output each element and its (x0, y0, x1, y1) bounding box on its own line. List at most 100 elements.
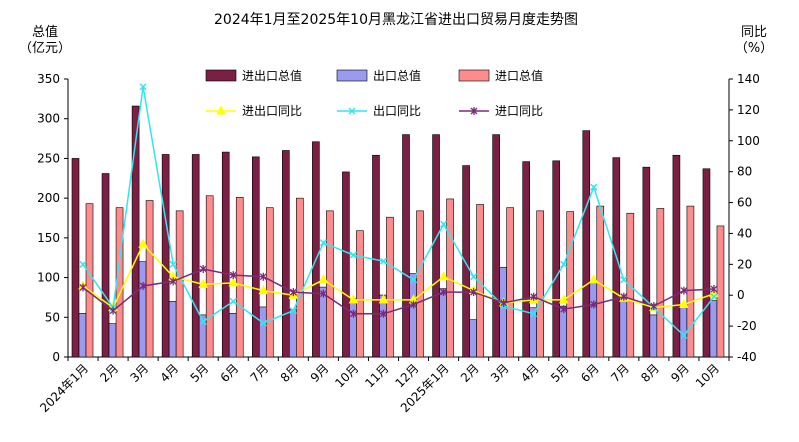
line-point-3 (139, 281, 147, 290)
line-point-2 (169, 260, 177, 268)
x-tick-label: 6月 (218, 361, 242, 385)
line-point-2 (560, 260, 568, 268)
line-point-2 (620, 276, 628, 284)
bar-1 (161, 154, 170, 358)
left-tick-label: 150 (37, 231, 60, 245)
line-point-2 (379, 257, 388, 265)
line-point-2 (590, 183, 598, 191)
bar-3 (686, 205, 695, 358)
bar-1 (71, 158, 80, 358)
x-tick-label: 9月 (308, 361, 332, 385)
line-point-3 (470, 288, 478, 297)
line-point-3 (590, 300, 598, 309)
bar-1 (131, 105, 140, 358)
line-point-1 (258, 285, 269, 295)
bar-1 (492, 134, 500, 358)
bar-1 (342, 171, 350, 358)
line-point-2 (199, 317, 207, 326)
bar-3 (536, 210, 544, 358)
bar-1 (522, 161, 530, 358)
legend-label-line-3: 进口同比 (495, 104, 543, 118)
bar-3 (85, 203, 94, 358)
line-point-3 (349, 309, 357, 318)
legend-swatch-bar-2 (336, 69, 368, 82)
line-point-3 (650, 302, 658, 311)
line-point-3 (229, 271, 237, 280)
line-series-2 (82, 86, 715, 337)
line-point-2 (79, 260, 87, 268)
right-tick-label: 120 (737, 103, 760, 117)
bar-3 (476, 204, 484, 358)
line-point-3 (259, 272, 267, 281)
bar-1 (402, 134, 410, 358)
bar-2 (409, 273, 417, 358)
left-axis-title-line2: （亿元） (19, 41, 71, 56)
line-point-2 (229, 297, 237, 305)
x-tick-label: 9月 (668, 361, 692, 385)
bar-2 (709, 300, 718, 358)
line-point-2 (710, 293, 718, 301)
line-point-3 (169, 277, 177, 286)
bar-2 (379, 294, 387, 358)
line-point-1 (438, 271, 449, 281)
axes: 0 50 100 150 200 250 300 350 -40 -20 0 20 40 60 80 100 1… (37, 72, 760, 415)
bar-1 (282, 150, 290, 358)
bar-2 (349, 297, 357, 358)
bar-1 (312, 141, 320, 358)
x-tick-label: 11月 (362, 361, 391, 390)
bar-3 (716, 225, 725, 358)
bar-1 (101, 173, 110, 358)
line-point-1 (588, 274, 599, 284)
x-tick-label: 8月 (278, 361, 302, 385)
line-point-1 (558, 294, 569, 304)
x-tick-label: 2月 (97, 361, 121, 385)
legend-marker-3 (470, 107, 478, 115)
right-tick-label: 20 (737, 257, 752, 271)
left-axis-title-line1: 总值 (32, 24, 58, 40)
line-point-2 (349, 251, 357, 259)
bar-1 (552, 160, 561, 358)
bar-2 (289, 309, 297, 358)
line-point-2 (319, 239, 327, 247)
legend-label-line-2: 出口同比 (373, 104, 421, 118)
bar-2 (228, 313, 237, 358)
bar-1 (251, 156, 260, 358)
line-point-3 (680, 286, 688, 295)
line-point-3 (79, 283, 87, 292)
left-tick-label: 50 (45, 310, 60, 324)
bar-3 (416, 210, 424, 358)
bar-1 (582, 130, 591, 358)
bar-1 (372, 154, 380, 358)
bar-1 (221, 151, 230, 358)
bar-2 (559, 305, 568, 358)
bar-3 (566, 211, 575, 358)
bar-1 (432, 134, 440, 358)
bar-2 (168, 301, 177, 358)
x-tick-label: 7月 (248, 361, 272, 385)
bar-2 (649, 314, 658, 358)
line-point-3 (620, 292, 628, 301)
line-point-3 (319, 289, 327, 298)
line-point-2 (440, 220, 448, 228)
right-tick-label: 100 (737, 134, 760, 148)
line-point-3 (530, 292, 538, 301)
x-tick-label: 5月 (188, 361, 212, 385)
bar-2 (258, 306, 267, 358)
x-tick-label: 3月 (488, 361, 512, 385)
legend-label-bar-1: 进出口总值 (242, 68, 302, 83)
line-point-1 (378, 294, 389, 304)
bar-3 (386, 216, 394, 358)
line-point-1 (228, 277, 239, 287)
line-point-2 (259, 319, 267, 327)
x-tick-label: 6月 (578, 361, 602, 385)
x-tick-label: 5月 (548, 361, 572, 385)
left-tick-label: 350 (37, 72, 60, 86)
right-tick-label: 80 (737, 165, 752, 179)
lines (78, 83, 719, 339)
bar-1 (672, 154, 681, 358)
bar-2 (78, 313, 87, 358)
bar-3 (175, 210, 184, 358)
line-point-1 (198, 278, 209, 288)
